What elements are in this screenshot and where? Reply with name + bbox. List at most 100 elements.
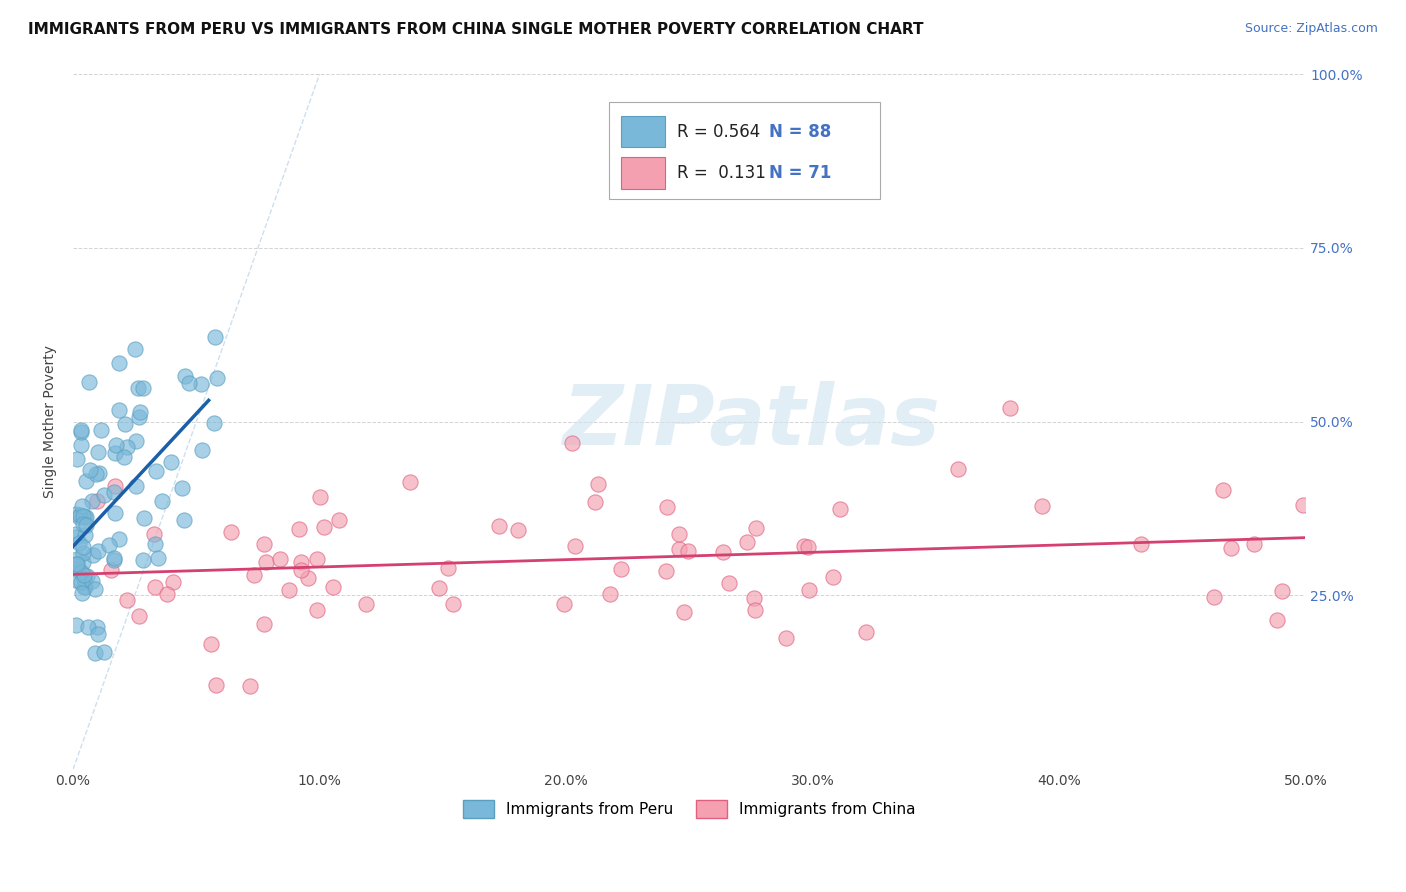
Point (253, 617, 276, 632)
Point (1130, 536, 1153, 550)
Point (67, 510, 90, 524)
Point (243, 568, 266, 582)
Text: IMMIGRANTS FROM PERU VS IMMIGRANTS FROM CHINA SINGLE MOTHER POVERTY CORRELATION : IMMIGRANTS FROM PERU VS IMMIGRANTS FROM … (28, 22, 924, 37)
Text: N = 88: N = 88 (769, 123, 831, 141)
Point (200, 637, 222, 651)
Point (104, 478, 127, 492)
Point (84, 582, 107, 596)
FancyBboxPatch shape (609, 102, 880, 199)
Point (205, 371, 228, 385)
Point (799, 583, 821, 598)
Point (67, 562, 90, 576)
Point (204, 330, 226, 344)
Point (307, 603, 329, 617)
Point (75, 510, 97, 524)
Point (125, 479, 148, 493)
Point (314, 520, 336, 534)
Point (599, 586, 621, 600)
Point (278, 582, 301, 597)
Point (93, 644, 115, 658)
Point (673, 605, 696, 619)
Point (305, 551, 328, 566)
Point (112, 450, 135, 464)
Point (1212, 483, 1234, 497)
Point (70, 565, 93, 579)
Point (159, 455, 181, 469)
Point (855, 624, 877, 639)
Point (143, 580, 166, 594)
Point (93, 488, 115, 502)
Point (124, 343, 146, 357)
Point (1265, 613, 1288, 627)
Point (583, 495, 606, 509)
Point (1243, 536, 1265, 550)
Point (745, 521, 768, 535)
Point (86, 493, 108, 508)
Point (70, 423, 93, 437)
Point (190, 377, 212, 392)
Point (114, 417, 136, 431)
Point (69, 508, 91, 522)
Point (108, 533, 131, 547)
Point (72, 540, 94, 554)
Point (1031, 500, 1053, 514)
Point (87, 544, 110, 558)
Point (76, 568, 98, 582)
Point (173, 513, 195, 527)
Point (73, 528, 96, 542)
Point (86, 467, 108, 481)
Point (82, 493, 104, 508)
Point (69, 575, 91, 590)
Point (86, 620, 108, 634)
Point (508, 524, 530, 538)
Point (427, 581, 450, 595)
Point (72, 499, 94, 513)
Point (103, 553, 125, 567)
Point (70, 425, 93, 440)
Point (441, 597, 464, 611)
Point (586, 477, 609, 491)
Text: R = 0.564: R = 0.564 (676, 123, 761, 141)
Point (103, 551, 125, 566)
Point (946, 462, 969, 476)
Text: Source: ZipAtlas.com: Source: ZipAtlas.com (1244, 22, 1378, 36)
Point (145, 465, 167, 479)
FancyBboxPatch shape (621, 116, 665, 147)
Point (76, 620, 98, 634)
Point (744, 603, 766, 617)
Point (657, 500, 679, 515)
Point (143, 526, 166, 541)
Point (103, 484, 125, 499)
Legend: Immigrants from Peru, Immigrants from China: Immigrants from Peru, Immigrants from Ch… (457, 795, 921, 824)
Point (269, 552, 291, 566)
Point (775, 631, 797, 645)
Point (668, 527, 690, 541)
Point (72, 546, 94, 560)
Point (146, 550, 169, 565)
Point (654, 564, 676, 578)
Point (253, 537, 276, 551)
Point (288, 522, 311, 536)
Point (309, 490, 332, 504)
Point (90, 424, 112, 438)
Point (132, 553, 155, 567)
Point (676, 544, 699, 558)
Point (73, 580, 96, 594)
Point (742, 591, 765, 605)
Point (711, 545, 734, 559)
Point (128, 608, 150, 623)
Point (73, 580, 96, 594)
Point (72, 508, 94, 523)
Point (72, 555, 94, 569)
Text: R =  0.131: R = 0.131 (676, 164, 766, 183)
Point (65, 530, 87, 544)
Point (67, 536, 90, 550)
Point (129, 405, 152, 419)
Point (202, 417, 225, 431)
Point (239, 679, 262, 693)
Point (103, 446, 125, 460)
Point (65, 557, 87, 571)
FancyBboxPatch shape (621, 158, 665, 189)
Point (797, 540, 820, 554)
Point (354, 597, 377, 611)
